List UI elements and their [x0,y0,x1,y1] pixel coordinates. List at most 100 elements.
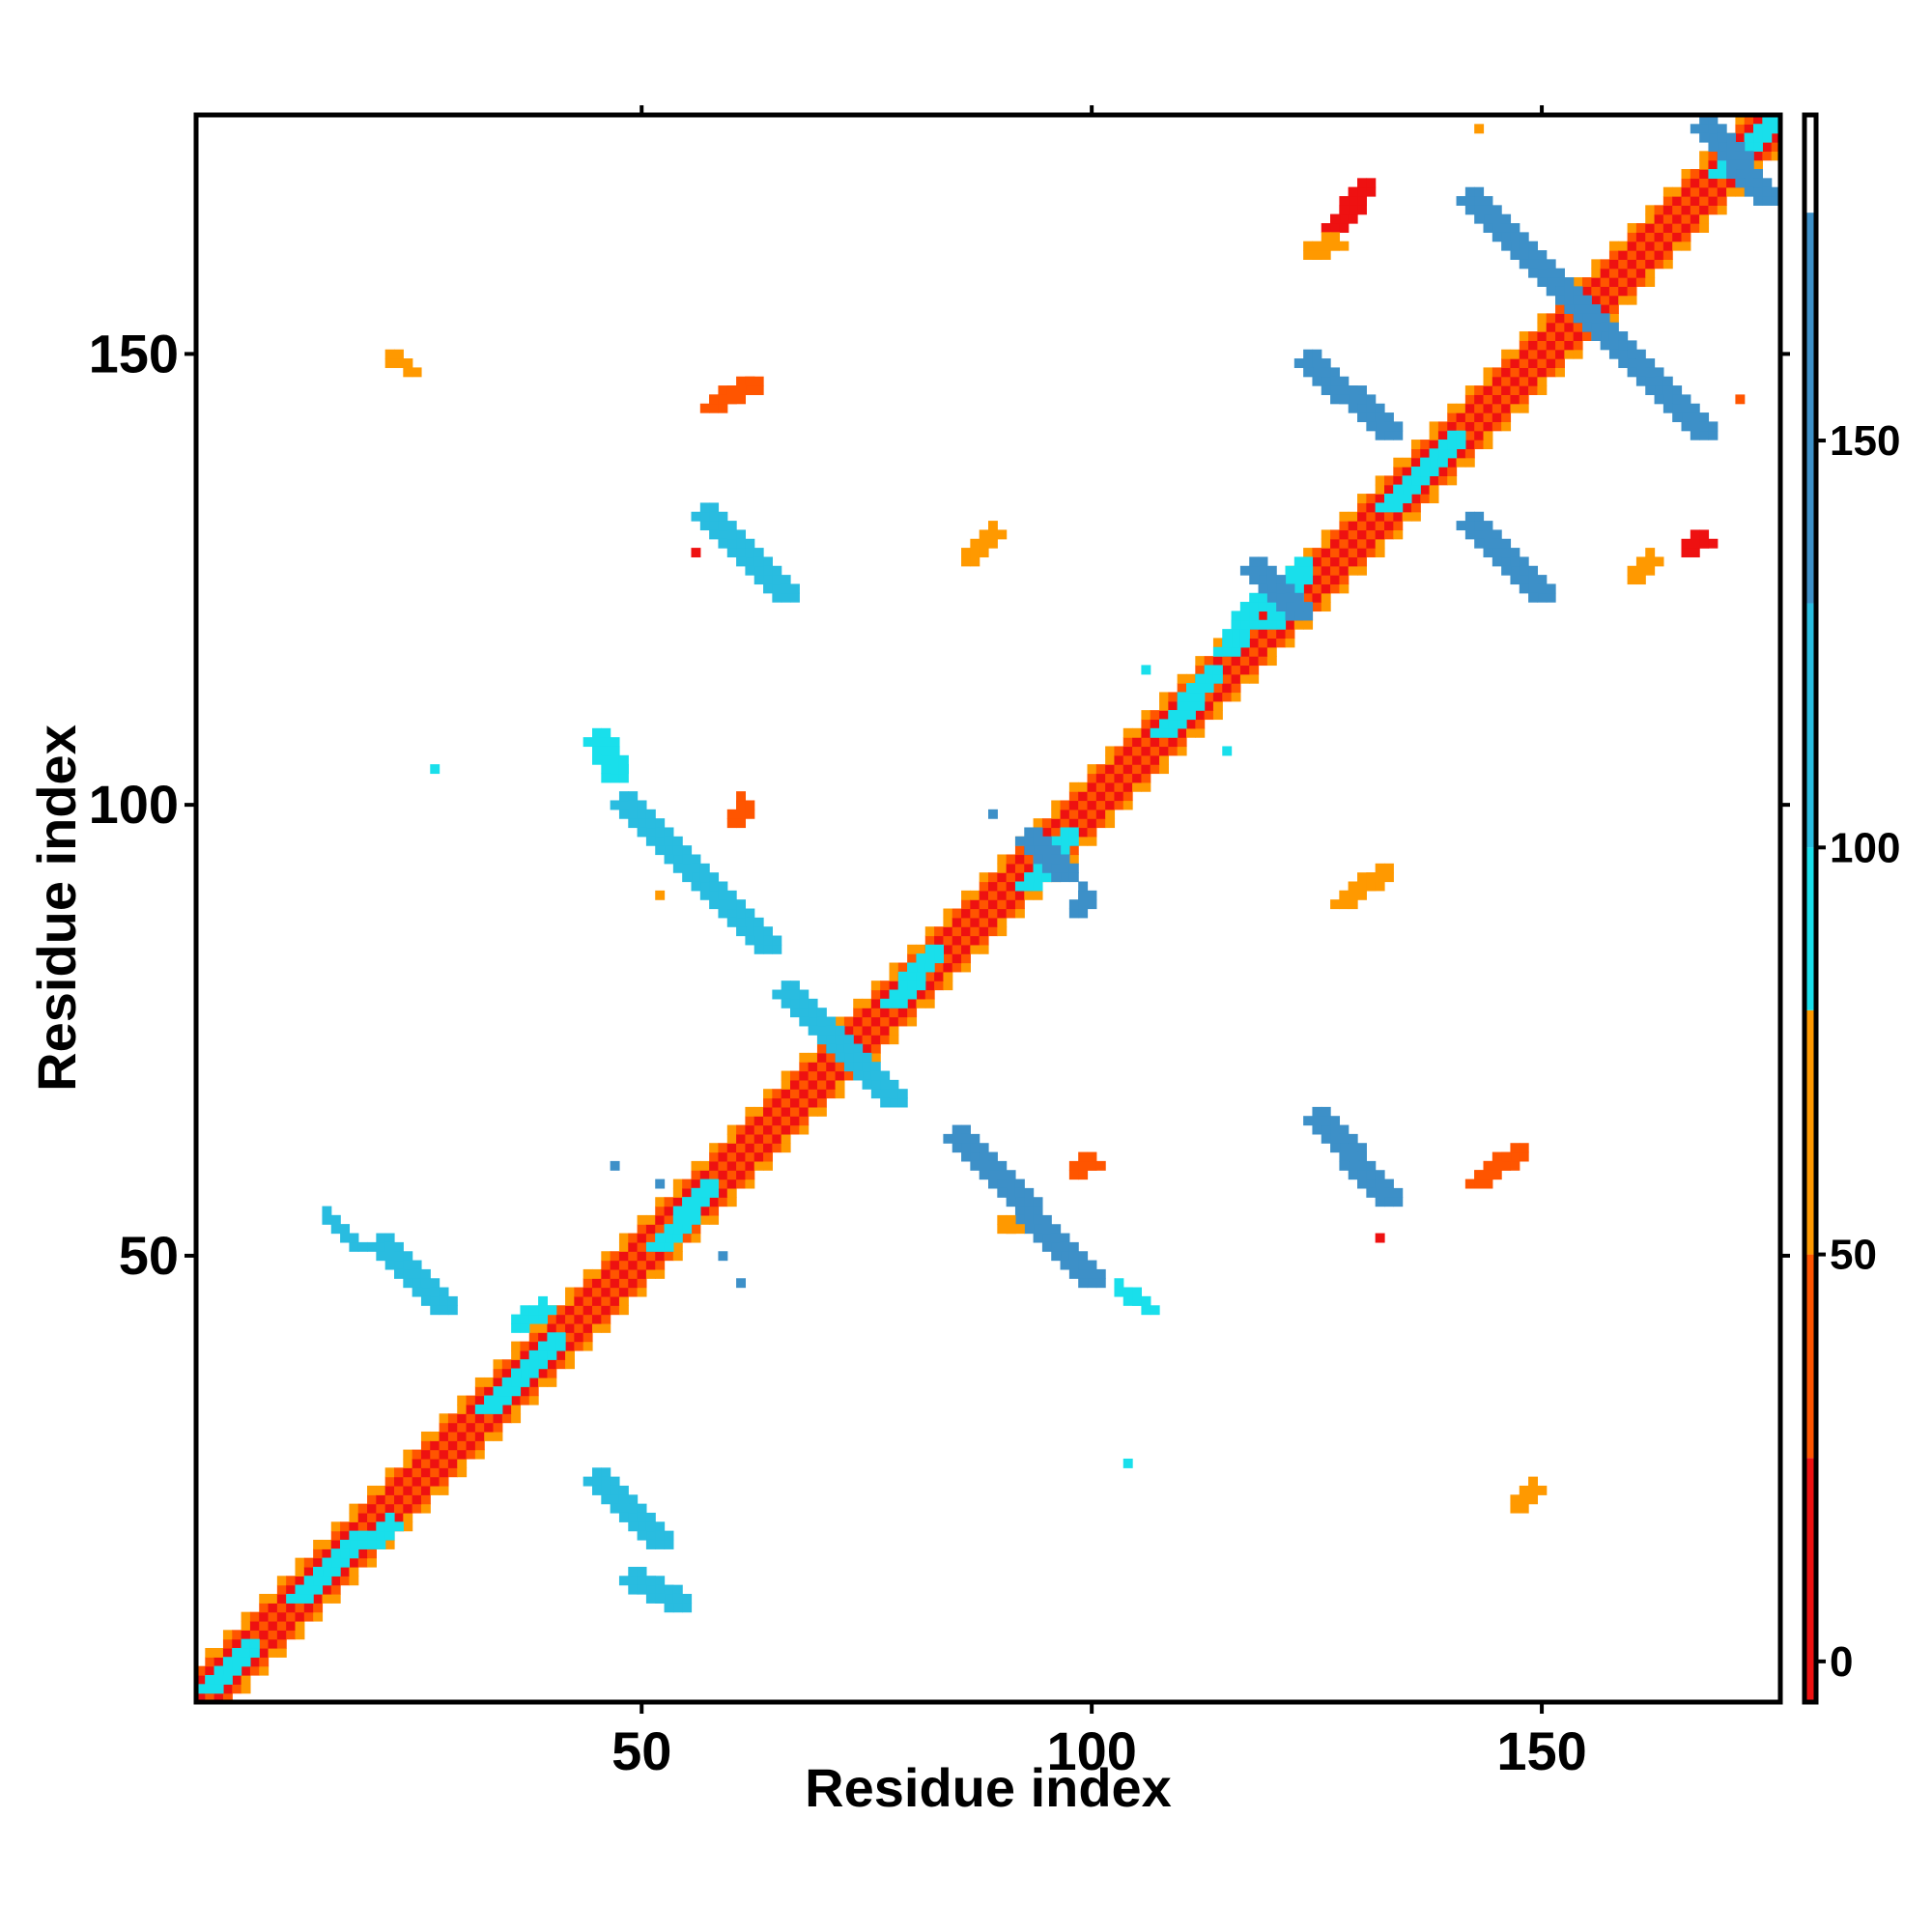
diagonal-cell [528,1395,539,1406]
diagonal-cell [276,1611,287,1622]
diagonal-cell [1024,890,1035,900]
diagonal-cell [1348,521,1358,531]
diagonal-cell [745,1124,755,1135]
contact-cell [970,1133,980,1144]
contact-cell [1222,746,1233,756]
contact-cell [816,1016,827,1027]
contact-cell [637,818,647,829]
diagonal-cell [952,908,962,919]
contact-cell [907,980,918,991]
contact-cell [1348,403,1358,413]
contact-cell [1608,349,1619,359]
contact-cell [1618,340,1629,351]
contact-cell [501,1395,512,1406]
contact-cell [1033,872,1043,883]
diagonal-cell [457,1422,468,1433]
diagonal-cell [799,1070,810,1081]
contact-cell [592,1476,602,1487]
diagonal-cell [439,1413,449,1424]
diagonal-cell [565,1295,575,1306]
contact-cell [610,764,620,775]
diagonal-cell [213,1692,224,1703]
diagonal-cell [1662,205,1673,215]
contact-cell [1510,1160,1520,1171]
contact-cell [1357,403,1367,413]
contact-cell [1303,565,1314,576]
diagonal-cell [1582,286,1592,297]
diagonal-cell [1204,710,1214,721]
contact-cell [1114,1278,1124,1289]
contact-cell [1177,710,1187,721]
contact-cell [1357,872,1367,883]
contact-cell [1492,232,1502,242]
diagonal-cell [420,1485,431,1495]
contact-cell [1095,1278,1106,1289]
contact-cell [1528,241,1539,251]
contact-cell [1357,394,1367,405]
contact-cell [376,1530,386,1541]
diagonal-cell [970,917,980,927]
contact-cell [1068,836,1079,846]
contact-cell [628,791,639,802]
x-axis-title: Residue index [805,1757,1172,1818]
contact-cell [420,1268,431,1279]
contact-cell [394,1521,404,1532]
diagonal-cell [565,1305,575,1316]
contact-cell [1014,1224,1025,1235]
contact-cell [1087,890,1097,900]
diagonal-cell [1212,683,1223,694]
contact-cell [1357,196,1367,206]
diagonal-cell [1681,205,1691,215]
contact-cell [1546,286,1556,297]
diagonal-cell [1645,213,1656,224]
diagonal-cell [1510,403,1520,413]
diagonal-cell [781,1106,791,1117]
diagonal-cell [1303,619,1314,630]
diagonal-cell [484,1422,495,1433]
diagonal-cell [637,1278,647,1289]
contact-cell [520,1314,530,1324]
contact-cell [1041,1224,1052,1235]
contact-cell [1474,1170,1485,1180]
diagonal-cell [340,1530,351,1541]
diagonal-cell [618,1305,629,1316]
contact-cell [249,1638,260,1649]
diagonal-cell [790,1070,800,1081]
diagonal-cell [574,1322,584,1333]
diagonal-cell [736,1151,747,1162]
diagonal-cell [726,1170,737,1180]
diagonal-cell [637,1241,647,1252]
contact-cell [1239,638,1250,648]
diagonal-cell [699,1206,710,1216]
contact-cell [1753,196,1763,206]
contact-cell [1303,1116,1314,1126]
diagonal-cell [430,1476,440,1487]
contact-cell [1699,132,1710,143]
contact-cell [493,1395,503,1406]
diagonal-cell [493,1413,503,1424]
contact-cell [699,890,710,900]
contact-cell [997,1160,1008,1171]
diagonal-cell [447,1440,458,1451]
contact-cell [213,1665,224,1676]
diagonal-cell [1608,268,1619,278]
contact-cell [691,1214,701,1225]
contact-cell [1708,169,1719,179]
diagonal-cell [1699,169,1710,179]
contact-cell [726,394,737,405]
contact-cell [682,1224,693,1235]
diagonal-cell [853,1025,864,1036]
diagonal-cell [1266,629,1277,639]
diagonal-cell [1555,367,1565,378]
diagonal-cell [1195,710,1206,721]
diagonal-cell [870,1035,881,1045]
diagonal-cell [1618,241,1629,251]
diagonal-cell [1699,213,1710,224]
diagonal-cell [691,1224,701,1235]
contact-cell [547,1332,557,1343]
diagonal-cell [880,989,891,1000]
diagonal-cell [1537,322,1548,332]
diagonal-cell [357,1548,368,1559]
diagonal-cell [528,1322,539,1333]
diagonal-cell [916,944,926,954]
